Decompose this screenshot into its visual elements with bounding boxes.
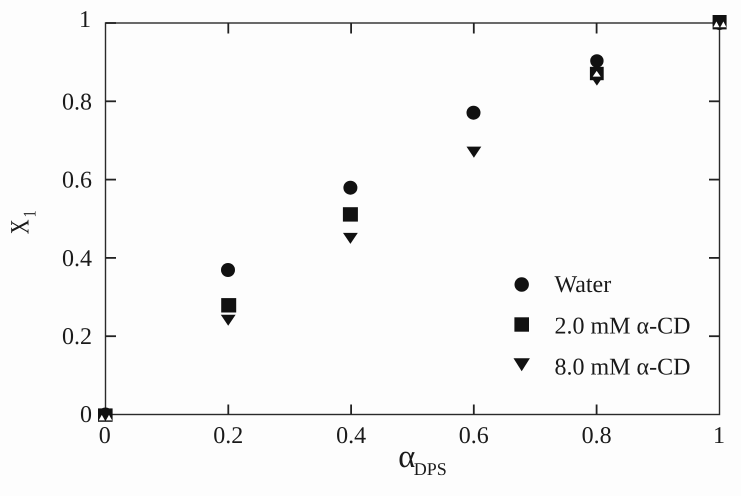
svg-text:0: 0 bbox=[99, 423, 111, 449]
svg-text:0.6: 0.6 bbox=[62, 168, 92, 194]
svg-text:1: 1 bbox=[20, 210, 40, 217]
svg-text:0.6: 0.6 bbox=[459, 423, 489, 449]
svg-text:2.0 mM α-CD: 2.0 mM α-CD bbox=[555, 314, 691, 340]
svg-text:Water: Water bbox=[555, 272, 612, 298]
svg-text:DPS: DPS bbox=[414, 459, 447, 479]
svg-text:1: 1 bbox=[79, 7, 91, 33]
svg-text:0.4: 0.4 bbox=[62, 246, 92, 272]
svg-text:α: α bbox=[398, 439, 415, 475]
svg-text:0.4: 0.4 bbox=[336, 423, 366, 449]
svg-text:0: 0 bbox=[80, 402, 92, 428]
svg-text:8.0 mM α-CD: 8.0 mM α-CD bbox=[555, 355, 691, 381]
svg-text:0.8: 0.8 bbox=[582, 423, 612, 449]
svg-text:X: X bbox=[4, 219, 34, 234]
svg-text:1: 1 bbox=[713, 423, 725, 449]
svg-text:0.2: 0.2 bbox=[62, 324, 92, 350]
svg-text:0.8: 0.8 bbox=[62, 89, 92, 115]
svg-text:0.2: 0.2 bbox=[213, 423, 243, 449]
